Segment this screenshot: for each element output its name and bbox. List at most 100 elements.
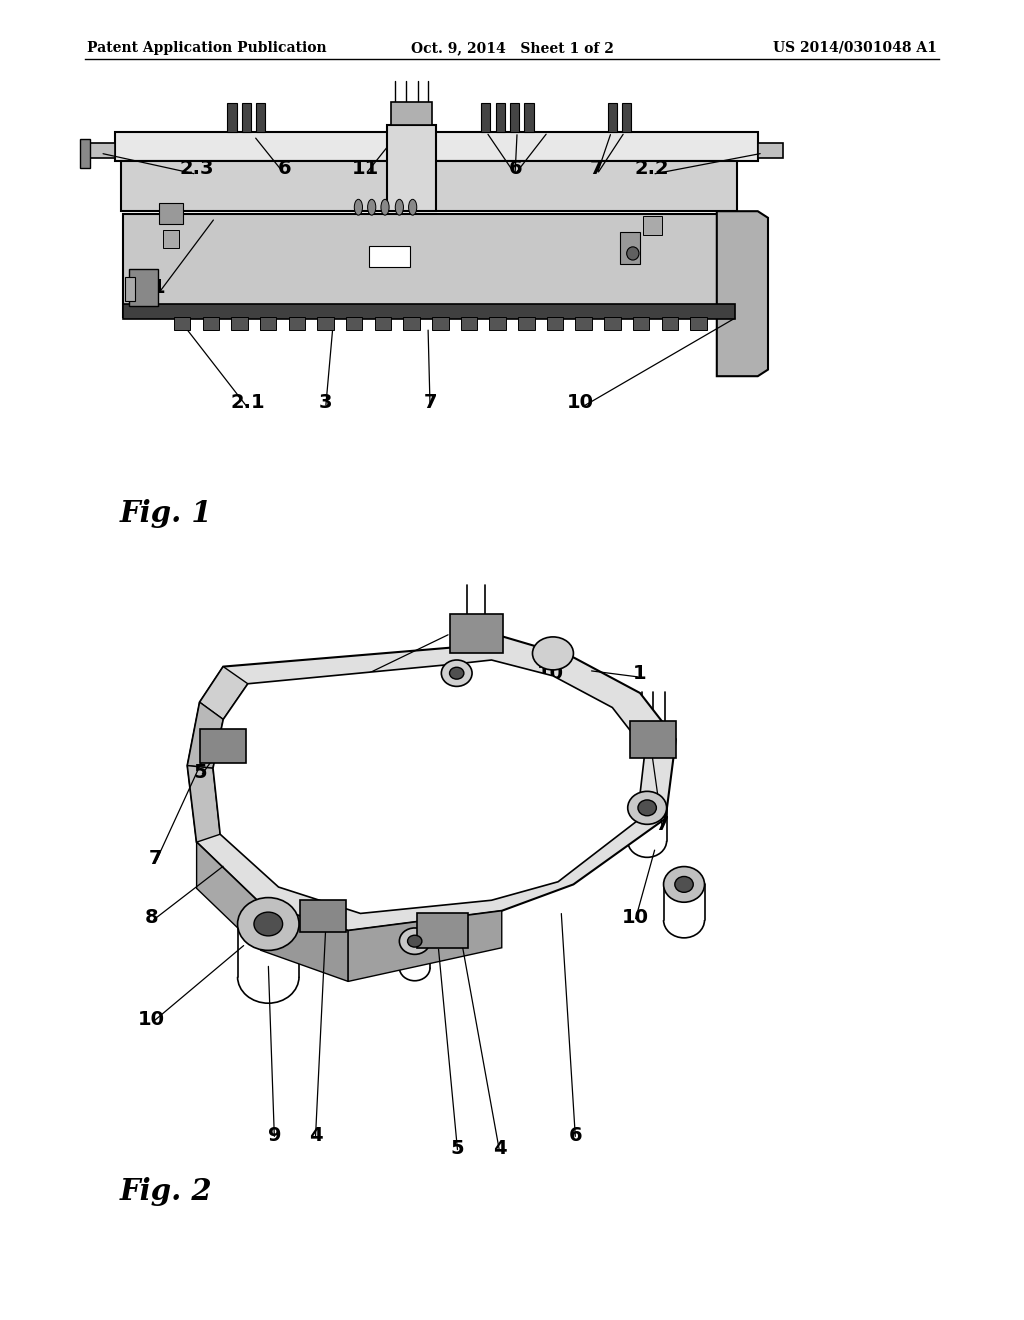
Text: 9: 9 [267, 1126, 282, 1144]
Bar [417, 913, 468, 948]
Text: 7: 7 [148, 849, 163, 867]
Text: 4: 4 [308, 1126, 323, 1144]
Text: Oct. 9, 2014   Sheet 1 of 2: Oct. 9, 2014 Sheet 1 of 2 [411, 41, 613, 55]
Text: 8: 8 [144, 908, 159, 927]
Ellipse shape [675, 876, 693, 892]
Text: Patent Application Publication: Patent Application Publication [87, 41, 327, 55]
Bar [391, 102, 432, 125]
Bar [524, 103, 534, 132]
Bar [201, 729, 246, 763]
Text: 6: 6 [230, 723, 245, 742]
Text: US 2014/0301048 A1: US 2014/0301048 A1 [773, 41, 937, 55]
Bar [481, 103, 490, 132]
Ellipse shape [368, 199, 376, 215]
Bar [256, 103, 265, 132]
Polygon shape [187, 702, 223, 768]
Bar [620, 232, 640, 264]
Bar [80, 139, 90, 168]
Text: 2.1: 2.1 [230, 393, 265, 412]
Ellipse shape [408, 935, 422, 948]
Bar [633, 317, 649, 330]
Polygon shape [261, 904, 348, 982]
Text: 10: 10 [138, 1010, 165, 1028]
Bar [375, 317, 391, 330]
Bar [547, 317, 563, 330]
Text: 6: 6 [278, 160, 292, 178]
Ellipse shape [638, 800, 656, 816]
Ellipse shape [395, 199, 403, 215]
Text: Fig. 1: Fig. 1 [120, 499, 212, 528]
Bar [163, 230, 179, 248]
Bar [622, 103, 631, 132]
Ellipse shape [441, 660, 472, 686]
Bar [125, 277, 135, 301]
Bar [123, 304, 735, 319]
Bar [299, 900, 345, 932]
Bar [174, 317, 190, 330]
Bar [643, 216, 662, 235]
Ellipse shape [450, 668, 464, 680]
Bar [123, 214, 735, 317]
Text: 11: 11 [352, 160, 379, 178]
Bar [203, 317, 219, 330]
Bar [510, 103, 519, 132]
Bar [121, 161, 737, 211]
Bar [159, 203, 183, 224]
Polygon shape [197, 842, 261, 950]
Polygon shape [717, 211, 768, 376]
Ellipse shape [238, 898, 299, 950]
Text: 5: 5 [451, 1139, 465, 1158]
Ellipse shape [532, 636, 573, 671]
Bar [461, 317, 477, 330]
Bar [227, 103, 237, 132]
Bar [387, 125, 436, 211]
Bar [403, 317, 420, 330]
Ellipse shape [628, 792, 667, 824]
Ellipse shape [664, 866, 705, 903]
Bar [604, 317, 621, 330]
Text: 2.2: 2.2 [635, 160, 670, 178]
Text: Fig. 2: Fig. 2 [120, 1177, 212, 1206]
Ellipse shape [627, 247, 639, 260]
Text: 2.3: 2.3 [179, 160, 214, 178]
Bar [489, 317, 506, 330]
Bar [496, 103, 505, 132]
Ellipse shape [409, 199, 417, 215]
Bar [242, 103, 251, 132]
Polygon shape [187, 766, 220, 842]
Ellipse shape [399, 928, 430, 954]
Text: 10: 10 [537, 664, 563, 682]
Bar [289, 317, 305, 330]
Bar [231, 317, 248, 330]
Bar [129, 269, 158, 306]
Polygon shape [213, 660, 645, 913]
Text: 1: 1 [152, 279, 166, 297]
Polygon shape [187, 636, 676, 931]
Ellipse shape [381, 199, 389, 215]
Bar [518, 317, 535, 330]
Text: 1: 1 [633, 664, 647, 682]
Polygon shape [200, 667, 248, 719]
Bar [369, 246, 410, 267]
Text: 6: 6 [568, 1126, 583, 1144]
Bar [608, 103, 617, 132]
Bar [260, 317, 276, 330]
Text: 10: 10 [567, 393, 594, 412]
Text: 3: 3 [318, 393, 333, 412]
Text: 6: 6 [508, 160, 522, 178]
Text: 5: 5 [194, 763, 208, 781]
Bar [758, 143, 783, 158]
Bar [631, 721, 677, 758]
Text: 4: 4 [493, 1139, 507, 1158]
Polygon shape [348, 911, 502, 982]
Bar [85, 143, 115, 158]
Ellipse shape [254, 912, 283, 936]
Text: 7: 7 [423, 393, 437, 412]
Bar [432, 317, 449, 330]
Bar [346, 317, 362, 330]
Bar [662, 317, 678, 330]
Text: 7: 7 [655, 816, 670, 834]
Bar [450, 614, 503, 653]
Bar [690, 317, 707, 330]
Text: 7: 7 [590, 160, 604, 178]
